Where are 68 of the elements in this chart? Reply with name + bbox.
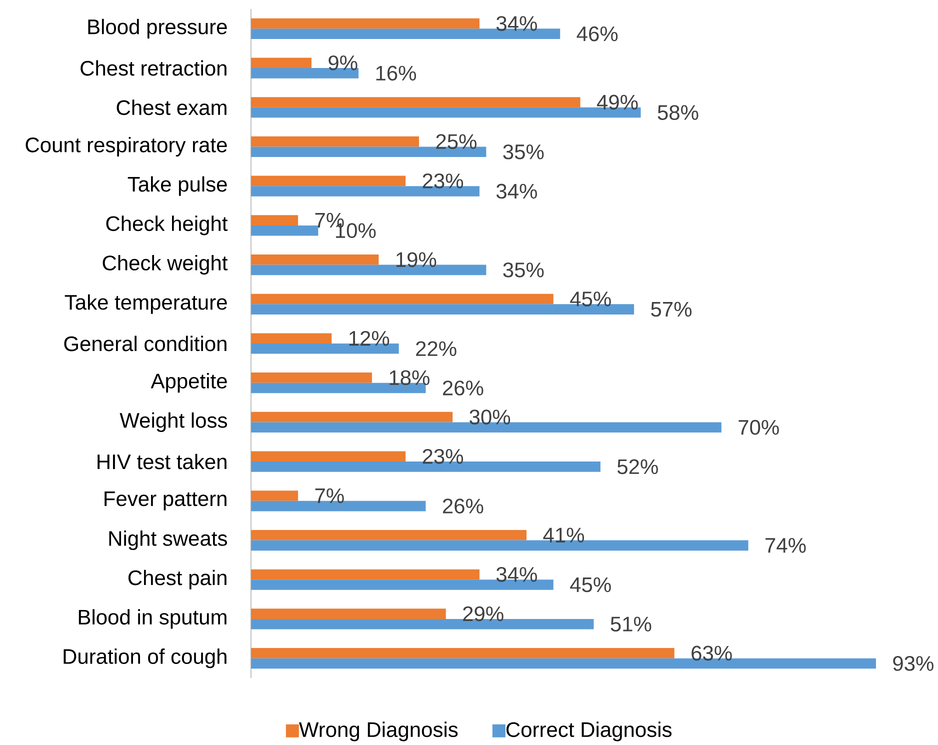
data-label: 41% <box>543 528 584 542</box>
y-tick-label: Count respiratory rate <box>26 136 227 157</box>
data-label: 57% <box>651 302 692 317</box>
data-label: 34% <box>496 184 537 199</box>
y-tick-label: Chest retraction <box>80 60 226 76</box>
data-label: 35% <box>503 144 544 160</box>
y-tick-label: Take pulse <box>128 176 227 196</box>
bar <box>251 372 372 383</box>
data-label: 74% <box>766 538 806 553</box>
bar <box>251 608 446 619</box>
y-tick-label: General condition <box>64 336 226 352</box>
data-label: 18% <box>390 370 430 386</box>
data-label: 19% <box>396 252 436 268</box>
bar <box>251 333 332 344</box>
data-label: 45% <box>570 577 611 592</box>
data-label: 16% <box>376 66 416 81</box>
y-tick-label: Night sweats <box>109 530 227 550</box>
data-label: 35% <box>503 262 544 278</box>
data-label: 49% <box>596 94 638 110</box>
y-tick-label: Blood pressure <box>88 18 227 38</box>
data-label: 9% <box>328 55 358 70</box>
y-tick-label: Take temperature <box>64 294 227 314</box>
bar <box>251 451 406 462</box>
data-label: 23% <box>422 448 464 464</box>
y-tick-label: Check weight <box>102 255 228 275</box>
bar <box>251 18 480 29</box>
data-label: 30% <box>470 410 510 424</box>
y-tick-label: Chest pain <box>128 570 226 590</box>
bar <box>251 569 480 580</box>
bar <box>251 58 312 68</box>
y-tick-label: Appetite <box>150 373 227 393</box>
y-tick-label: Duration of cough <box>64 648 226 668</box>
y-tick-label: Blood in sputum <box>78 609 226 629</box>
bar <box>251 176 406 186</box>
bar <box>251 648 674 658</box>
data-label: 23% <box>422 174 464 188</box>
data-label: 46% <box>576 26 618 42</box>
data-label: 34% <box>496 16 537 31</box>
data-label: 63% <box>692 646 732 661</box>
bar <box>251 530 527 540</box>
y-tick-label: Weight loss <box>120 412 228 432</box>
data-label: 93% <box>893 656 934 671</box>
legend-label: Correct Diagnosis <box>506 722 672 742</box>
data-label: 52% <box>617 459 658 474</box>
data-label: 25% <box>436 134 476 150</box>
data-label: 7% <box>315 488 344 504</box>
y-tick-label: Fever pattern <box>104 492 226 510</box>
bar <box>251 490 298 501</box>
legend-label: Wrong Diagnosis <box>299 722 458 742</box>
data-label: 34% <box>496 567 537 582</box>
data-label: 58% <box>658 105 698 120</box>
y-tick-label: Check height <box>106 216 228 236</box>
data-label: 22% <box>416 341 456 356</box>
y-tick-label: Chest exam <box>116 100 226 116</box>
data-label: 12% <box>349 330 390 346</box>
bar <box>251 97 580 108</box>
bar <box>251 254 379 265</box>
data-label: 45% <box>570 292 611 306</box>
data-label: 51% <box>610 616 652 632</box>
bar <box>251 215 298 226</box>
data-label: 26% <box>442 380 484 396</box>
bar <box>251 294 554 304</box>
y-tick-label: HIV test taken <box>98 454 226 470</box>
bar <box>251 136 419 147</box>
data-label: 26% <box>442 498 484 514</box>
data-label: 29% <box>463 606 504 622</box>
data-label: 70% <box>738 420 779 435</box>
bar <box>251 412 453 422</box>
